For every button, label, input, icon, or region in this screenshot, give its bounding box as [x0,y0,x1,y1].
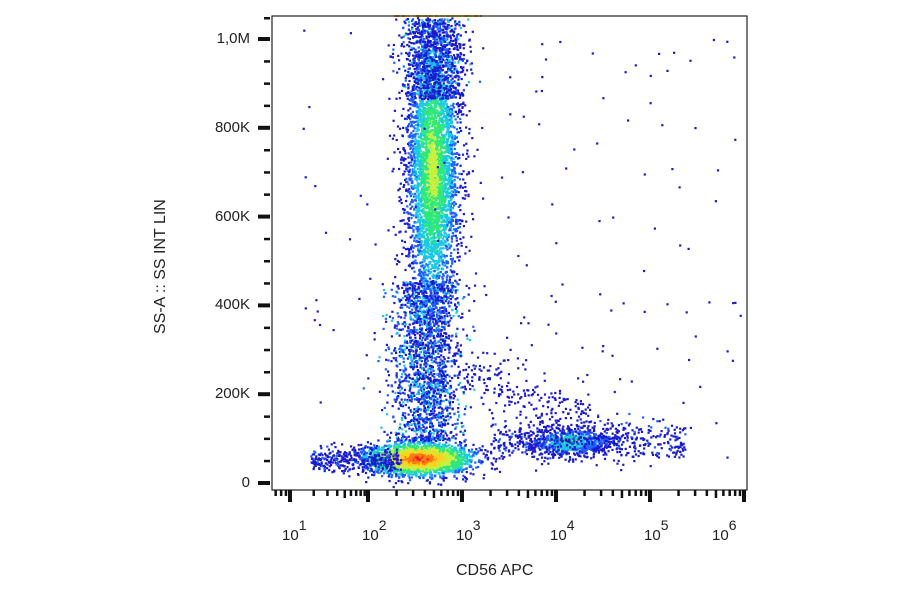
y-major-tick [258,214,270,219]
x-minor-tick [628,490,631,496]
x-minor-tick [728,490,731,496]
x-minor-tick [705,490,709,496]
y-minor-tick [264,104,270,108]
x-minor-tick [722,490,725,496]
y-major-tick [258,392,270,397]
x-minor-tick [738,490,742,496]
x-tick-label: 105 [644,517,669,544]
x-minor-tick [359,490,362,496]
y-tick-label: 200K [214,385,250,403]
x-minor-tick [526,490,530,498]
y-major-tick [258,37,270,41]
x-minor-tick [583,490,586,496]
y-minor-tick [264,149,270,152]
y-minor-tick [264,371,270,374]
y-minor-tick [264,237,270,241]
y-minor-tick [264,82,270,85]
y-minor-tick [264,282,270,285]
y-minor-tick [264,348,270,352]
x-minor-tick [693,490,697,496]
x-minor-tick [446,490,449,496]
y-minor-tick [264,171,270,174]
x-minor-tick [423,490,427,496]
x-minor-tick [634,490,637,496]
x-minor-tick [451,490,455,496]
x-minor-tick [456,490,460,496]
y-minor-tick [264,326,270,330]
x-minor-tick [540,490,543,496]
x-minor-tick [335,490,339,496]
y-minor-tick [264,60,270,63]
x-tick-label: 103 [456,517,481,544]
x-minor-tick [395,490,398,496]
y-major-tick [258,481,270,485]
x-minor-tick [326,490,329,496]
x-minor-tick [545,490,549,496]
y-tick-label: 0 [241,474,250,491]
y-minor-tick [264,260,270,263]
x-minor-tick [411,490,415,496]
x-major-tick [742,490,746,502]
x-minor-tick [363,490,366,496]
x-tick-label: 106 [712,517,737,544]
x-axis-ticks [274,490,746,502]
y-axis-title: SS-A :: SS INT LIN [152,199,169,334]
x-major-tick [288,490,292,502]
x-axis-title: CD56 APC [456,562,534,579]
y-axis-ticks [258,17,270,485]
y-tick-label: 600K [214,207,250,225]
y-tick-label: 800K [214,118,250,136]
x-major-tick [554,490,558,502]
scatter-points [302,15,742,489]
x-tick-label: 104 [550,517,575,544]
y-minor-tick [264,415,270,418]
x-minor-tick [517,490,521,496]
x-minor-tick [620,490,624,498]
y-major-tick [258,303,270,308]
x-minor-tick [714,490,718,498]
x-minor-tick [639,490,643,496]
x-minor-tick [505,490,509,496]
plot-frame [271,15,748,491]
x-tick-label: 101 [282,517,307,544]
x-minor-tick [611,490,615,496]
x-minor-tick [534,490,537,496]
x-minor-tick [312,490,315,496]
x-minor-tick [349,490,353,496]
y-tick-label: 1,0M [216,30,250,47]
y-minor-tick [264,459,270,463]
y-minor-tick [264,193,270,196]
x-minor-tick [432,490,436,498]
x-minor-tick [354,490,358,496]
x-major-tick [648,490,652,502]
x-minor-tick [733,490,737,496]
y-minor-tick [264,437,270,441]
x-major-tick [460,490,464,502]
x-minor-tick [550,490,554,496]
x-major-tick [366,490,370,502]
x-tick-label: 102 [362,517,387,544]
y-major-tick [258,125,270,130]
x-minor-tick [489,490,492,496]
y-tick-label: 400K [214,296,250,314]
x-minor-tick [440,490,443,496]
x-minor-tick [599,490,603,496]
x-minor-tick [677,490,680,496]
x-minor-tick [644,490,648,496]
x-minor-tick [343,490,347,498]
